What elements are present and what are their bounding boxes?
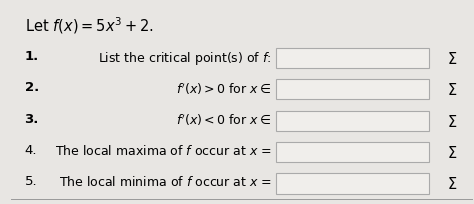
Text: $\Sigma$: $\Sigma$ (447, 82, 457, 98)
Text: The local maxima of $f$ occur at $x$ =: The local maxima of $f$ occur at $x$ = (55, 143, 272, 157)
FancyBboxPatch shape (276, 142, 428, 162)
Text: 4.: 4. (25, 143, 37, 156)
Text: $\Sigma$: $\Sigma$ (447, 113, 457, 129)
Text: 5.: 5. (25, 174, 37, 187)
FancyBboxPatch shape (276, 80, 428, 100)
Text: List the critical point(s) of $f$:: List the critical point(s) of $f$: (98, 50, 272, 67)
Text: $\Sigma$: $\Sigma$ (447, 144, 457, 160)
FancyBboxPatch shape (276, 173, 428, 194)
Text: 3.: 3. (25, 112, 39, 125)
Text: $f'(x) < 0$ for $x \in$: $f'(x) < 0$ for $x \in$ (176, 112, 272, 128)
Text: 1.: 1. (25, 50, 39, 63)
Text: 2.: 2. (25, 81, 39, 94)
FancyBboxPatch shape (276, 111, 428, 131)
Text: $\Sigma$: $\Sigma$ (447, 51, 457, 67)
Text: The local minima of $f$ occur at $x$ =: The local minima of $f$ occur at $x$ = (58, 174, 272, 188)
Text: $\Sigma$: $\Sigma$ (447, 175, 457, 191)
Text: $f'(x) > 0$ for $x \in$: $f'(x) > 0$ for $x \in$ (176, 81, 272, 96)
FancyBboxPatch shape (276, 49, 428, 69)
Text: Let $f(x) = 5x^3 + 2.$: Let $f(x) = 5x^3 + 2.$ (25, 16, 153, 36)
